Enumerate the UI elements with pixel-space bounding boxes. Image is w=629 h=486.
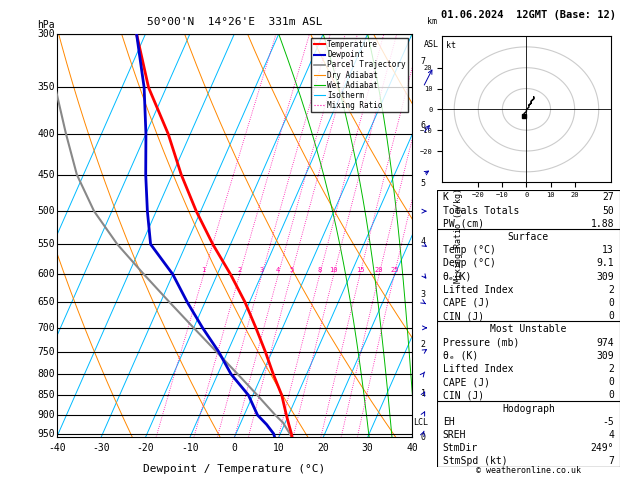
Text: Most Unstable: Most Unstable xyxy=(490,324,567,334)
Text: hPa: hPa xyxy=(37,20,55,30)
Text: SREH: SREH xyxy=(443,430,466,440)
Text: 350: 350 xyxy=(37,83,55,92)
Text: 500: 500 xyxy=(37,206,55,216)
Text: 309: 309 xyxy=(596,272,614,281)
Text: CIN (J): CIN (J) xyxy=(443,390,484,400)
Text: 950: 950 xyxy=(37,429,55,439)
Text: Dewp (°C): Dewp (°C) xyxy=(443,259,496,268)
Text: 5: 5 xyxy=(289,267,294,273)
Text: 900: 900 xyxy=(37,410,55,420)
Text: 13: 13 xyxy=(603,245,614,255)
Text: 20: 20 xyxy=(375,267,384,273)
Text: 750: 750 xyxy=(37,347,55,357)
Text: 0: 0 xyxy=(608,377,614,387)
Text: θₑ (K): θₑ (K) xyxy=(443,351,478,361)
Text: -5: -5 xyxy=(603,417,614,427)
Text: 2: 2 xyxy=(238,267,242,273)
Text: 249°: 249° xyxy=(591,443,614,453)
Text: Temp (°C): Temp (°C) xyxy=(443,245,496,255)
Text: 300: 300 xyxy=(37,29,55,39)
Text: 0: 0 xyxy=(231,443,237,453)
Text: 650: 650 xyxy=(37,297,55,307)
Text: CAPE (J): CAPE (J) xyxy=(443,298,489,308)
Text: 50: 50 xyxy=(603,206,614,216)
Text: Pressure (mb): Pressure (mb) xyxy=(443,338,519,347)
Text: 7: 7 xyxy=(608,456,614,466)
Text: kt: kt xyxy=(445,41,455,50)
Text: 0: 0 xyxy=(608,390,614,400)
Text: 974: 974 xyxy=(596,338,614,347)
Text: Hodograph: Hodograph xyxy=(502,403,555,414)
Text: 10: 10 xyxy=(330,267,338,273)
Text: -20: -20 xyxy=(136,443,154,453)
Text: 4: 4 xyxy=(608,430,614,440)
Text: PW (cm): PW (cm) xyxy=(443,219,484,229)
Text: 15: 15 xyxy=(356,267,364,273)
Text: 30: 30 xyxy=(362,443,374,453)
Text: 9.1: 9.1 xyxy=(596,259,614,268)
Text: Mixing Ratio (g/kg): Mixing Ratio (g/kg) xyxy=(454,188,463,283)
Text: 850: 850 xyxy=(37,390,55,400)
Text: km: km xyxy=(426,17,437,26)
Text: 700: 700 xyxy=(37,323,55,333)
Text: 27: 27 xyxy=(603,192,614,203)
Text: 600: 600 xyxy=(37,269,55,279)
Text: -10: -10 xyxy=(181,443,199,453)
Text: Lifted Index: Lifted Index xyxy=(443,285,513,295)
Text: 7: 7 xyxy=(421,57,426,66)
Text: 25: 25 xyxy=(390,267,399,273)
Legend: Temperature, Dewpoint, Parcel Trajectory, Dry Adiabat, Wet Adiabat, Isotherm, Mi: Temperature, Dewpoint, Parcel Trajectory… xyxy=(311,38,408,112)
Text: 800: 800 xyxy=(37,369,55,379)
Text: 4: 4 xyxy=(276,267,281,273)
Text: 0: 0 xyxy=(421,433,426,442)
Text: 0: 0 xyxy=(608,311,614,321)
Text: 01.06.2024  12GMT (Base: 12): 01.06.2024 12GMT (Base: 12) xyxy=(441,10,616,20)
Text: StmDir: StmDir xyxy=(443,443,478,453)
Text: 8: 8 xyxy=(318,267,322,273)
Text: 1.88: 1.88 xyxy=(591,219,614,229)
Text: CIN (J): CIN (J) xyxy=(443,311,484,321)
Text: 6: 6 xyxy=(421,121,426,129)
Text: 309: 309 xyxy=(596,351,614,361)
Text: 550: 550 xyxy=(37,239,55,249)
Text: EH: EH xyxy=(443,417,454,427)
Text: 3: 3 xyxy=(421,290,426,298)
Text: 4: 4 xyxy=(421,237,426,245)
Text: -30: -30 xyxy=(92,443,110,453)
Text: 40: 40 xyxy=(406,443,418,453)
Text: -40: -40 xyxy=(48,443,65,453)
Text: ASL: ASL xyxy=(424,40,439,49)
Text: 1: 1 xyxy=(201,267,206,273)
Text: K: K xyxy=(443,192,448,203)
Text: 10: 10 xyxy=(273,443,284,453)
Text: Dewpoint / Temperature (°C): Dewpoint / Temperature (°C) xyxy=(143,464,325,474)
Text: 50°00'N  14°26'E  331m ASL: 50°00'N 14°26'E 331m ASL xyxy=(147,17,322,27)
Text: 0: 0 xyxy=(608,298,614,308)
Text: 450: 450 xyxy=(37,170,55,180)
Text: 2: 2 xyxy=(608,364,614,374)
Text: CAPE (J): CAPE (J) xyxy=(443,377,489,387)
Text: 5: 5 xyxy=(421,179,426,188)
Text: 20: 20 xyxy=(317,443,329,453)
Text: θₑ(K): θₑ(K) xyxy=(443,272,472,281)
Text: © weatheronline.co.uk: © weatheronline.co.uk xyxy=(476,466,581,475)
Text: 400: 400 xyxy=(37,129,55,139)
Text: 1: 1 xyxy=(421,389,426,398)
Text: 8: 8 xyxy=(421,0,426,2)
Text: 3: 3 xyxy=(260,267,264,273)
Text: LCL: LCL xyxy=(413,418,428,427)
Text: 2: 2 xyxy=(421,340,426,349)
Text: Surface: Surface xyxy=(508,232,549,242)
Text: 2: 2 xyxy=(608,285,614,295)
Text: StmSpd (kt): StmSpd (kt) xyxy=(443,456,507,466)
Text: Totals Totals: Totals Totals xyxy=(443,206,519,216)
Text: Lifted Index: Lifted Index xyxy=(443,364,513,374)
